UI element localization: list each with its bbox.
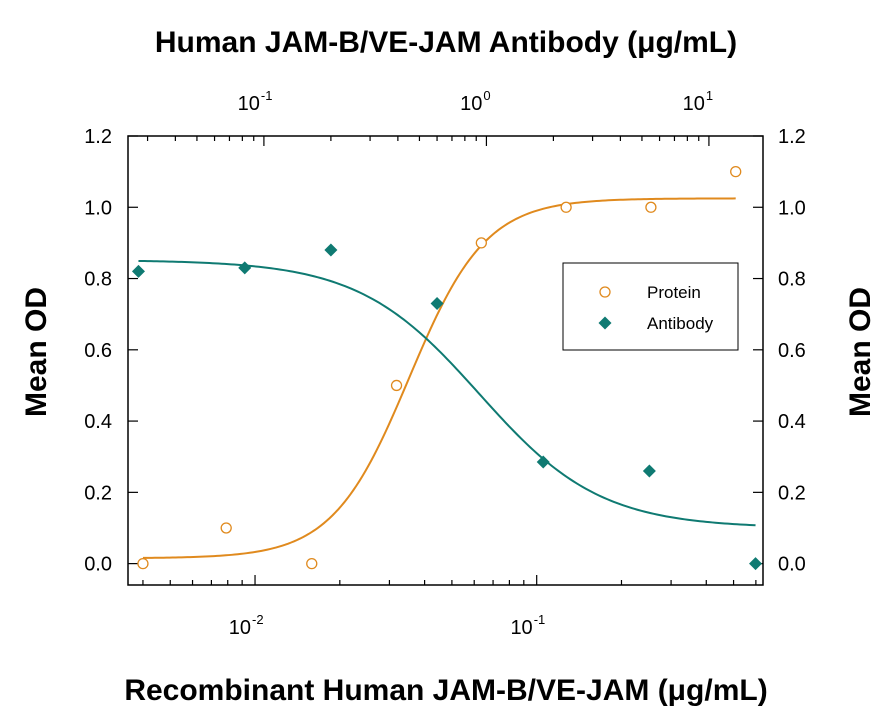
legend-protein-marker [599,286,611,298]
top-tick-label: 10 1 [683,88,713,115]
right-tick-label: 0.6 [778,340,806,362]
right-tick-label: 1.2 [778,126,806,148]
top-tick-label-base: 10 [460,93,482,115]
left-tick-label: 0.8 [84,269,112,291]
right-tick-label: 1.0 [778,197,806,219]
protein-data-point [137,557,149,570]
right-tick-label: 0.0 [778,554,806,576]
protein-data-point [390,379,403,392]
protein-data-point [560,201,572,213]
antibody-data-point [131,264,145,278]
bottom-axis-title: Recombinant Human JAM-B/VE-JAM (μg/mL) [124,674,767,707]
top-tick-label: 10 0 [460,88,490,115]
top-tick-label: 10 -1 [238,88,273,115]
top-tick-label-exponent: 0 [483,88,490,103]
bottom-tick-label-exponent: -1 [534,612,546,627]
legend-antibody-marker [598,316,612,330]
left-tick-label: 0.4 [84,411,112,433]
plot-frame [127,135,764,586]
protein-data-point [475,237,487,249]
left-tick-label: 0.0 [84,554,112,576]
antibody-data-point [642,464,656,478]
top-tick-label-base: 10 [238,93,260,115]
antibody-data-point [430,296,444,310]
protein-data-point [645,201,657,213]
bottom-tick-label-base: 10 [229,617,251,639]
legend: Protein Antibody [562,262,739,351]
protein-data-point [730,165,742,178]
antibody-data-point [324,243,338,257]
antibody-data-point [238,261,252,275]
axis-ticks [128,135,763,585]
bottom-tick-label-exponent: -2 [252,612,264,627]
data-points [131,165,763,571]
right-tick-label: 0.2 [778,482,806,504]
top-tick-label-exponent: 1 [706,88,713,103]
legend-box [562,262,739,351]
left-tick-label: 0.2 [84,482,112,504]
protein-data-point [220,522,232,534]
left-tick-label: 1.0 [84,197,112,219]
bottom-tick-label: 10 -2 [229,612,264,639]
top-axis-title: Human JAM-B/VE-JAM Antibody (μg/mL) [155,26,737,59]
right-tick-label: 0.4 [778,411,806,433]
protein-data-point [306,557,318,570]
right-tick-label: 0.8 [778,269,806,291]
top-tick-label-exponent: -1 [261,88,273,103]
fit-curves [138,197,756,559]
left-tick-label: 1.2 [84,126,112,148]
right-axis-title: Mean OD [844,287,877,417]
left-tick-label: 0.6 [84,340,112,362]
bottom-tick-label-base: 10 [510,617,532,639]
antibody-data-point [536,455,550,469]
left-axis-title: Mean OD [20,287,53,417]
tick-labels: 0.0 0.0 0.2 0.2 0.4 0.4 0.6 0.6 0.8 0.8 1.0 1.0 1.2 1… [84,88,806,639]
bottom-tick-label: 10 -1 [510,612,545,639]
legend-protein-label: Protein [647,283,701,302]
antibody-data-point [749,557,763,571]
plot-border [127,135,764,586]
legend-antibody-label: Antibody [647,314,714,333]
protein-fit-curve [142,197,736,559]
top-tick-label-base: 10 [683,93,705,115]
